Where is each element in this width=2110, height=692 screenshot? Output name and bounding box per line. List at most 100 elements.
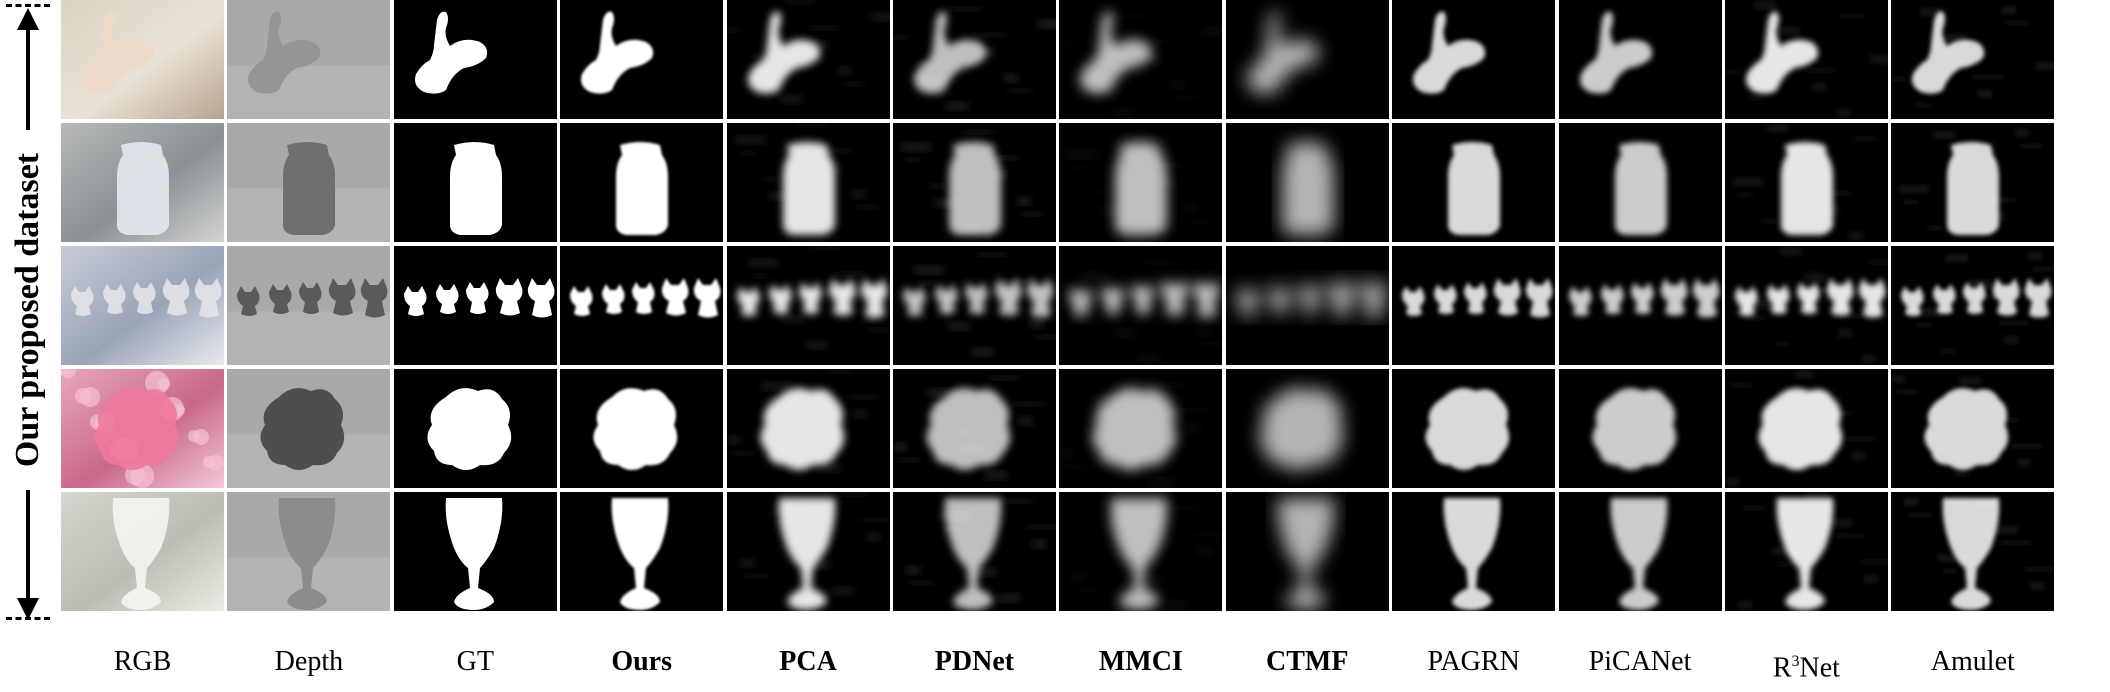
panel-image: [1059, 246, 1222, 365]
panel-flower-r3net: [1725, 369, 1888, 488]
panel-butterfly-pdnet: [893, 0, 1056, 119]
side-annotation: Our proposed dataset: [0, 0, 60, 630]
panel-flower-pagrn: [1392, 369, 1555, 488]
col-label-picanet: PiCANet: [1559, 638, 1722, 692]
panel-butterfly-picanet: [1559, 0, 1722, 119]
panel-glass-pagrn: [1392, 492, 1555, 611]
panel-cats-pagrn: [1392, 246, 1555, 365]
panel-image: [227, 246, 390, 365]
panel-butterfly-mmci: [1059, 0, 1222, 119]
arrow-down-icon: [17, 598, 39, 620]
panel-image: [1559, 123, 1722, 242]
panel-flower-ctmf: [1226, 369, 1389, 488]
panel-glass-ctmf: [1226, 492, 1389, 611]
panel-image: [727, 492, 890, 611]
panel-image: [1226, 492, 1389, 611]
panel-image: [1392, 369, 1555, 488]
panel-cats-picanet: [1559, 246, 1722, 365]
column-labels: RGB Depth GT Ours PCA PDNet MMCI CTMF PA…: [61, 638, 2110, 688]
panel-image: [560, 369, 723, 488]
r3net-superscript: 3: [1792, 653, 1800, 670]
r3net-prefix: R: [1773, 652, 1792, 683]
col-label-ctmf: CTMF: [1226, 638, 1389, 692]
panel-glass-r3net: [1725, 492, 1888, 611]
panel-image: [1891, 492, 2054, 611]
panel-image: [1392, 123, 1555, 242]
panel-image: [1059, 369, 1222, 488]
panel-image: [1392, 0, 1555, 119]
panel-image: [727, 123, 890, 242]
panel-image: [394, 369, 557, 488]
panel-image: [61, 369, 224, 488]
panel-flower-amulet: [1891, 369, 2054, 488]
panel-butterfly-ctmf: [1226, 0, 1389, 119]
panel-jar-ctmf: [1226, 123, 1389, 242]
panel-glass-gt: [394, 492, 557, 611]
panel-flower-gt: [394, 369, 557, 488]
panel-image: [1891, 0, 2054, 119]
panel-glass-picanet: [1559, 492, 1722, 611]
arrow-up-icon: [17, 8, 39, 30]
panel-cats-mmci: [1059, 246, 1222, 365]
panel-flower-picanet: [1559, 369, 1722, 488]
panel-jar-mmci: [1059, 123, 1222, 242]
panel-glass-depth: [227, 492, 390, 611]
panel-cats-depth: [227, 246, 390, 365]
col-label-amulet: Amulet: [1891, 638, 2054, 692]
panel-image: [560, 246, 723, 365]
panel-image: [1392, 492, 1555, 611]
panel-cats-pca: [727, 246, 890, 365]
result-grid: [61, 0, 2110, 623]
col-label-pdnet: PDNet: [893, 638, 1056, 692]
panel-image: [1725, 123, 1888, 242]
panel-image: [560, 0, 723, 119]
panel-image: [1226, 123, 1389, 242]
col-label-rgb: RGB: [61, 638, 224, 692]
panel-cats-rgb: [61, 246, 224, 365]
panel-image: [1725, 369, 1888, 488]
panel-butterfly-depth: [227, 0, 390, 119]
panel-cats-amulet: [1891, 246, 2054, 365]
panel-image: [560, 492, 723, 611]
panel-cats-ours: [560, 246, 723, 365]
panel-image: [1891, 123, 2054, 242]
panel-image: [394, 246, 557, 365]
panel-cats-gt: [394, 246, 557, 365]
panel-flower-ours: [560, 369, 723, 488]
panel-jar-pdnet: [893, 123, 1056, 242]
panel-image: [893, 246, 1056, 365]
col-label-pagrn: PAGRN: [1392, 638, 1555, 692]
panel-cats-r3net: [1725, 246, 1888, 365]
col-label-depth: Depth: [227, 638, 390, 692]
panel-butterfly-pagrn: [1392, 0, 1555, 119]
panel-image: [1559, 492, 1722, 611]
panel-image: [1226, 0, 1389, 119]
panel-cats-pdnet: [893, 246, 1056, 365]
panel-image: [227, 369, 390, 488]
panel-jar-gt: [394, 123, 557, 242]
r3net-suffix: Net: [1800, 652, 1840, 683]
panel-flower-rgb: [61, 369, 224, 488]
panel-image: [61, 0, 224, 119]
panel-image: [227, 0, 390, 119]
col-label-ours: Ours: [560, 638, 723, 692]
panel-image: [1725, 246, 1888, 365]
panel-flower-depth: [227, 369, 390, 488]
top-dashed-marker: [6, 4, 50, 7]
panel-image: [1059, 492, 1222, 611]
panel-jar-ours: [560, 123, 723, 242]
panel-flower-pca: [727, 369, 890, 488]
panel-butterfly-pca: [727, 0, 890, 119]
panel-image: [394, 492, 557, 611]
col-label-gt: GT: [394, 638, 557, 692]
panel-image: [893, 0, 1056, 119]
side-label: Our proposed dataset: [9, 153, 47, 467]
panel-cats-ctmf: [1226, 246, 1389, 365]
panel-image: [61, 246, 224, 365]
panel-image: [1559, 369, 1722, 488]
panel-image: [1725, 0, 1888, 119]
panel-glass-amulet: [1891, 492, 2054, 611]
panel-butterfly-rgb: [61, 0, 224, 119]
panel-image: [560, 123, 723, 242]
